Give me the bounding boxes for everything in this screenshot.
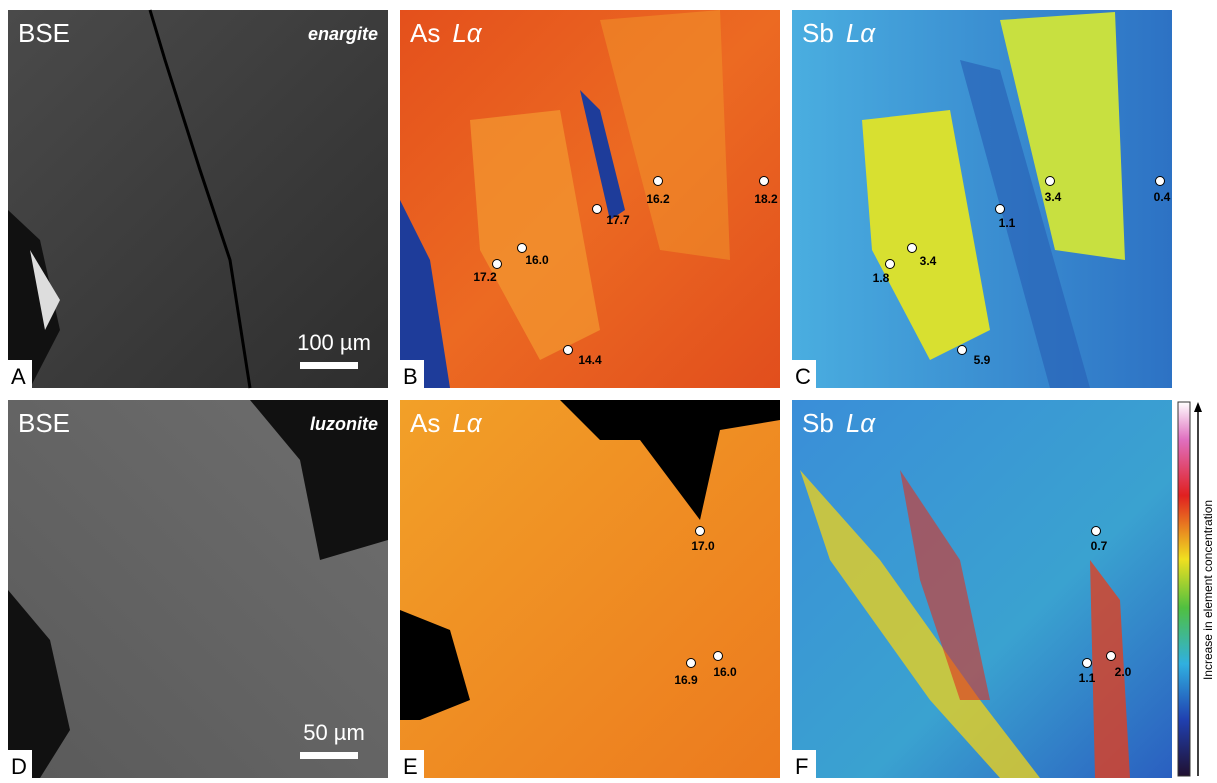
title-line: Lα [452, 408, 482, 438]
analysis-point [760, 177, 769, 186]
analysis-point [886, 260, 895, 269]
point-label: 14.4 [578, 353, 602, 367]
analysis-point [493, 260, 502, 269]
analysis-point [593, 205, 602, 214]
colorbar [1178, 402, 1190, 776]
analysis-point [958, 346, 967, 355]
analysis-point [714, 652, 723, 661]
mineral: enargite [308, 24, 378, 44]
title-line: Lα [846, 408, 876, 438]
analysis-point [687, 659, 696, 668]
point-label: 1.1 [999, 216, 1016, 230]
point-label: 3.4 [1045, 190, 1062, 204]
point-label: 1.8 [873, 271, 890, 285]
point-label: 16.2 [646, 192, 670, 206]
point-label: 17.7 [606, 213, 630, 227]
image-e [400, 400, 780, 778]
scale-bar [300, 362, 358, 369]
title-element: As [410, 18, 440, 48]
point-label: 0.7 [1091, 539, 1108, 553]
analysis-point [1156, 177, 1165, 186]
analysis-point [908, 244, 917, 253]
point-label: 16.9 [674, 673, 698, 687]
point-label: 18.2 [754, 192, 778, 206]
analysis-point [564, 346, 573, 355]
page: Increase in element concentration BSE ena… [0, 0, 1217, 783]
scale-bar-label: 100 µm [297, 330, 371, 355]
figure: Increase in element concentration BSE ena… [0, 0, 1217, 778]
analysis-point [518, 244, 527, 253]
point-label: 2.0 [1115, 665, 1132, 679]
analysis-point [996, 205, 1005, 214]
title-element: As [410, 408, 440, 438]
analysis-point [654, 177, 663, 186]
scale-bar [300, 752, 358, 759]
panel-letter: D [11, 754, 27, 778]
title-line: Lα [452, 18, 482, 48]
analysis-point [1083, 659, 1092, 668]
panel-letter: C [795, 364, 811, 389]
point-label: 3.4 [920, 254, 937, 268]
title-element: BSE [18, 408, 70, 438]
point-label: 0.4 [1154, 190, 1171, 204]
panel-letter: B [403, 364, 418, 389]
arrow-head [1194, 402, 1202, 412]
analysis-point [1092, 527, 1101, 536]
panel-title: BSE [18, 408, 70, 438]
panel-letter: A [11, 364, 26, 389]
point-label: 16.0 [525, 253, 549, 267]
panel-letter: F [795, 754, 808, 778]
panel-letter: E [403, 754, 418, 778]
point-label: 17.2 [473, 270, 497, 284]
title-element: BSE [18, 18, 70, 48]
title-line: Lα [846, 18, 876, 48]
mineral: luzonite [310, 414, 378, 434]
analysis-point [1046, 177, 1055, 186]
point-label: 5.9 [974, 353, 991, 367]
panel-title: BSE [18, 18, 70, 48]
title-element: Sb [802, 408, 834, 438]
analysis-point [1107, 652, 1116, 661]
point-label: 17.0 [691, 539, 715, 553]
point-label: 1.1 [1079, 671, 1096, 685]
analysis-point [696, 527, 705, 536]
point-label: 16.0 [713, 665, 737, 679]
scale-bar-label: 50 µm [303, 720, 365, 745]
colorbar-label: Increase in element concentration [1201, 500, 1215, 680]
title-element: Sb [802, 18, 834, 48]
